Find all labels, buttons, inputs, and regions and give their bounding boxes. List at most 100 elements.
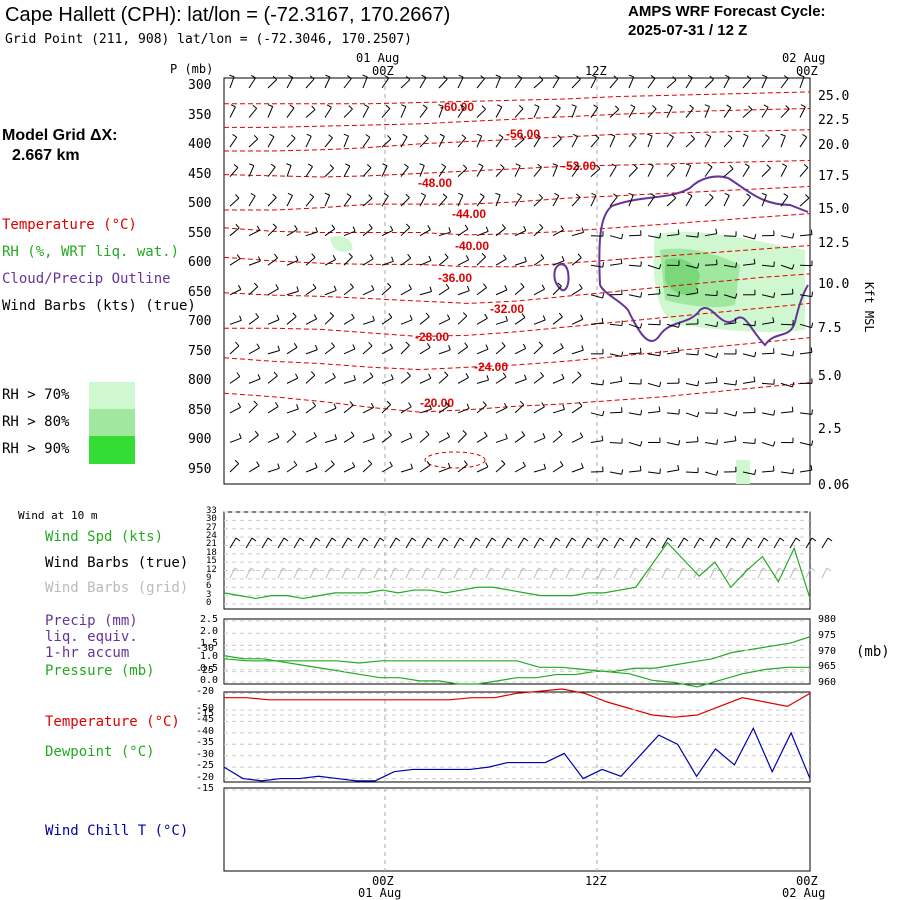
wind-barb <box>560 225 564 231</box>
wind-barb <box>800 104 806 108</box>
wind-barb-10m-grid <box>421 567 428 579</box>
wind-barb <box>348 252 353 258</box>
wind-barb <box>343 348 356 355</box>
wind-barb-10m-grid <box>565 567 572 579</box>
wind-barb-10m-true <box>235 537 241 542</box>
wind-barb <box>326 104 332 108</box>
wind-barb <box>462 312 468 317</box>
wind-barb <box>229 167 239 177</box>
wind-barb <box>533 79 544 89</box>
wind-barb <box>799 106 806 118</box>
wind-barb <box>381 229 394 237</box>
wind-barb <box>485 462 489 468</box>
pressure-tick-label: 975 <box>818 629 837 641</box>
wind-barb <box>501 342 506 347</box>
wind-barb <box>236 254 241 259</box>
wind-barb <box>647 235 660 239</box>
wind-barb <box>811 440 814 446</box>
wind-barb-10m-grid <box>634 567 640 572</box>
wind-barb <box>400 227 411 237</box>
wind-barb <box>514 317 526 325</box>
wind-barb <box>515 163 521 167</box>
wind-barb <box>267 79 277 89</box>
wind-barb <box>505 315 508 321</box>
wind-barb <box>390 374 394 380</box>
wind-barb <box>400 136 408 148</box>
wind-barb <box>572 133 578 137</box>
wind-barb <box>601 435 604 441</box>
wind-barb <box>571 231 584 237</box>
wind-barb <box>628 441 641 447</box>
wind-barb <box>763 104 769 108</box>
temperature-label: Temperature (°C) <box>45 714 180 730</box>
wind-barb <box>309 75 315 80</box>
wind-barb <box>639 323 643 329</box>
wind-barb <box>448 345 451 351</box>
wind-barb <box>761 76 768 89</box>
wind-chill-tick-label: -50 <box>196 703 215 714</box>
wind-barb <box>557 134 562 139</box>
pressure-tick-label: 970 <box>818 645 837 657</box>
wind-barb <box>349 283 354 288</box>
wind-barb <box>438 287 450 296</box>
wind-barb-10m-true <box>373 537 381 549</box>
wind-barb <box>446 432 451 438</box>
wind-barb-10m-true <box>741 537 749 549</box>
wind-barb <box>314 462 318 468</box>
wind-barb <box>522 343 527 349</box>
wind-barb <box>248 260 261 266</box>
wind-barb <box>514 195 522 207</box>
wind-barb <box>571 318 584 325</box>
wind-barb <box>520 135 525 140</box>
wind-barb <box>500 164 505 169</box>
wind-barb <box>505 433 508 439</box>
wind-barb <box>381 378 394 384</box>
wind-barb <box>799 136 808 148</box>
wind-barb <box>439 133 445 137</box>
wind-barb <box>591 74 597 78</box>
wind-barb <box>229 76 235 89</box>
wind-barb <box>486 375 490 381</box>
wind-barb <box>315 227 318 233</box>
wind-barb <box>457 290 470 296</box>
wind-barb <box>438 104 444 107</box>
legend-rh70-swatch <box>89 382 135 409</box>
wind-barb <box>343 435 355 443</box>
wind-barb <box>328 134 333 139</box>
wind-barb <box>704 441 717 445</box>
wind-barb <box>273 371 278 377</box>
wind-barb <box>366 164 372 169</box>
wind-barb <box>495 258 507 266</box>
wind-barb <box>295 373 299 379</box>
wind-barb <box>460 104 465 108</box>
wind-barb <box>305 318 317 325</box>
wind-barb <box>419 195 427 207</box>
wind-barb <box>704 79 714 89</box>
wind-barb <box>658 264 662 270</box>
wind-barb <box>539 76 544 81</box>
wind-barb <box>286 408 299 414</box>
wind-barb <box>561 255 565 261</box>
wind-barb <box>381 404 391 414</box>
wind-barb <box>267 197 277 207</box>
wind-barb-10m-true <box>747 537 753 542</box>
wind-barb <box>647 264 660 270</box>
wind-barb <box>514 261 527 266</box>
wind-barb <box>438 349 451 355</box>
wind-barb <box>498 134 504 138</box>
wind-barb <box>780 196 789 207</box>
wind-barb <box>235 341 240 347</box>
wind-barb <box>621 233 624 239</box>
wind-barb-10m-grid <box>410 567 416 572</box>
wind-barb-10m-true <box>421 537 429 549</box>
wind-barb <box>799 197 810 207</box>
wind-barb <box>347 75 352 79</box>
wind10-spd-label: Wind Spd (kts) <box>45 529 164 545</box>
wind-barb <box>579 432 584 438</box>
wind-barb <box>552 434 563 443</box>
wind-barb <box>780 235 793 239</box>
precip-tick-label: 2.0 <box>200 626 219 638</box>
wind-barb <box>381 108 391 118</box>
wind-barb <box>286 229 298 237</box>
wind-barb <box>704 264 718 266</box>
